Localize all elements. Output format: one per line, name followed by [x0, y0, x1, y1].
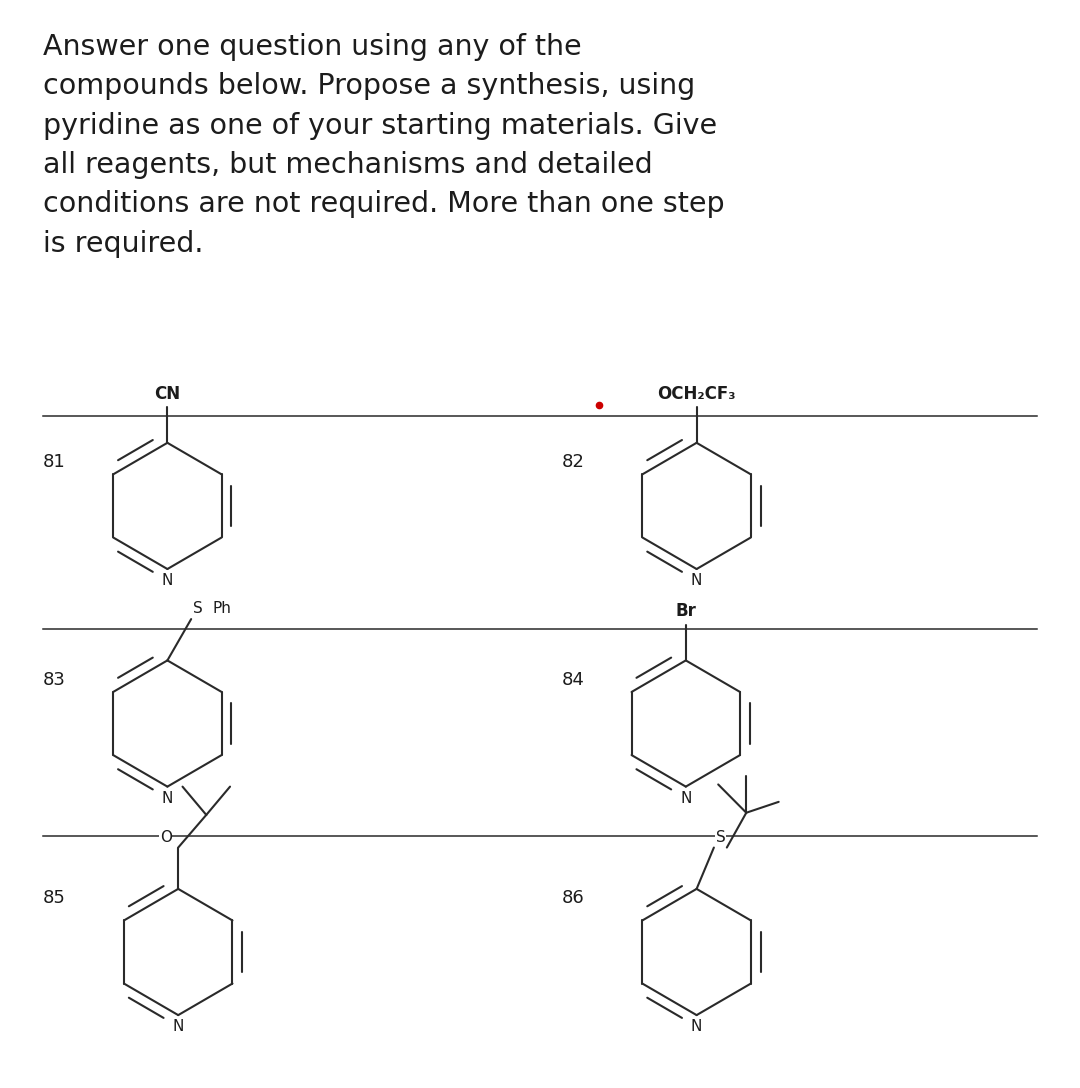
- Text: O: O: [160, 830, 172, 845]
- Text: Answer one question using any of the
compounds below. Propose a synthesis, using: Answer one question using any of the com…: [43, 33, 725, 258]
- Text: 81: 81: [43, 454, 66, 471]
- Text: S: S: [716, 830, 726, 845]
- Text: N: N: [680, 791, 691, 806]
- Text: OCH₂CF₃: OCH₂CF₃: [658, 384, 735, 403]
- Text: CN: CN: [154, 384, 180, 403]
- Text: N: N: [691, 573, 702, 589]
- Text: 83: 83: [43, 671, 66, 689]
- Text: 84: 84: [562, 671, 584, 689]
- Text: N: N: [162, 573, 173, 589]
- Text: S: S: [193, 601, 203, 616]
- Text: Ph: Ph: [213, 601, 231, 616]
- Text: 85: 85: [43, 889, 66, 906]
- Text: 86: 86: [562, 889, 584, 906]
- Text: N: N: [691, 1019, 702, 1035]
- Text: N: N: [173, 1019, 184, 1035]
- Text: Br: Br: [675, 602, 697, 620]
- Text: 82: 82: [562, 454, 584, 471]
- Text: N: N: [162, 791, 173, 806]
